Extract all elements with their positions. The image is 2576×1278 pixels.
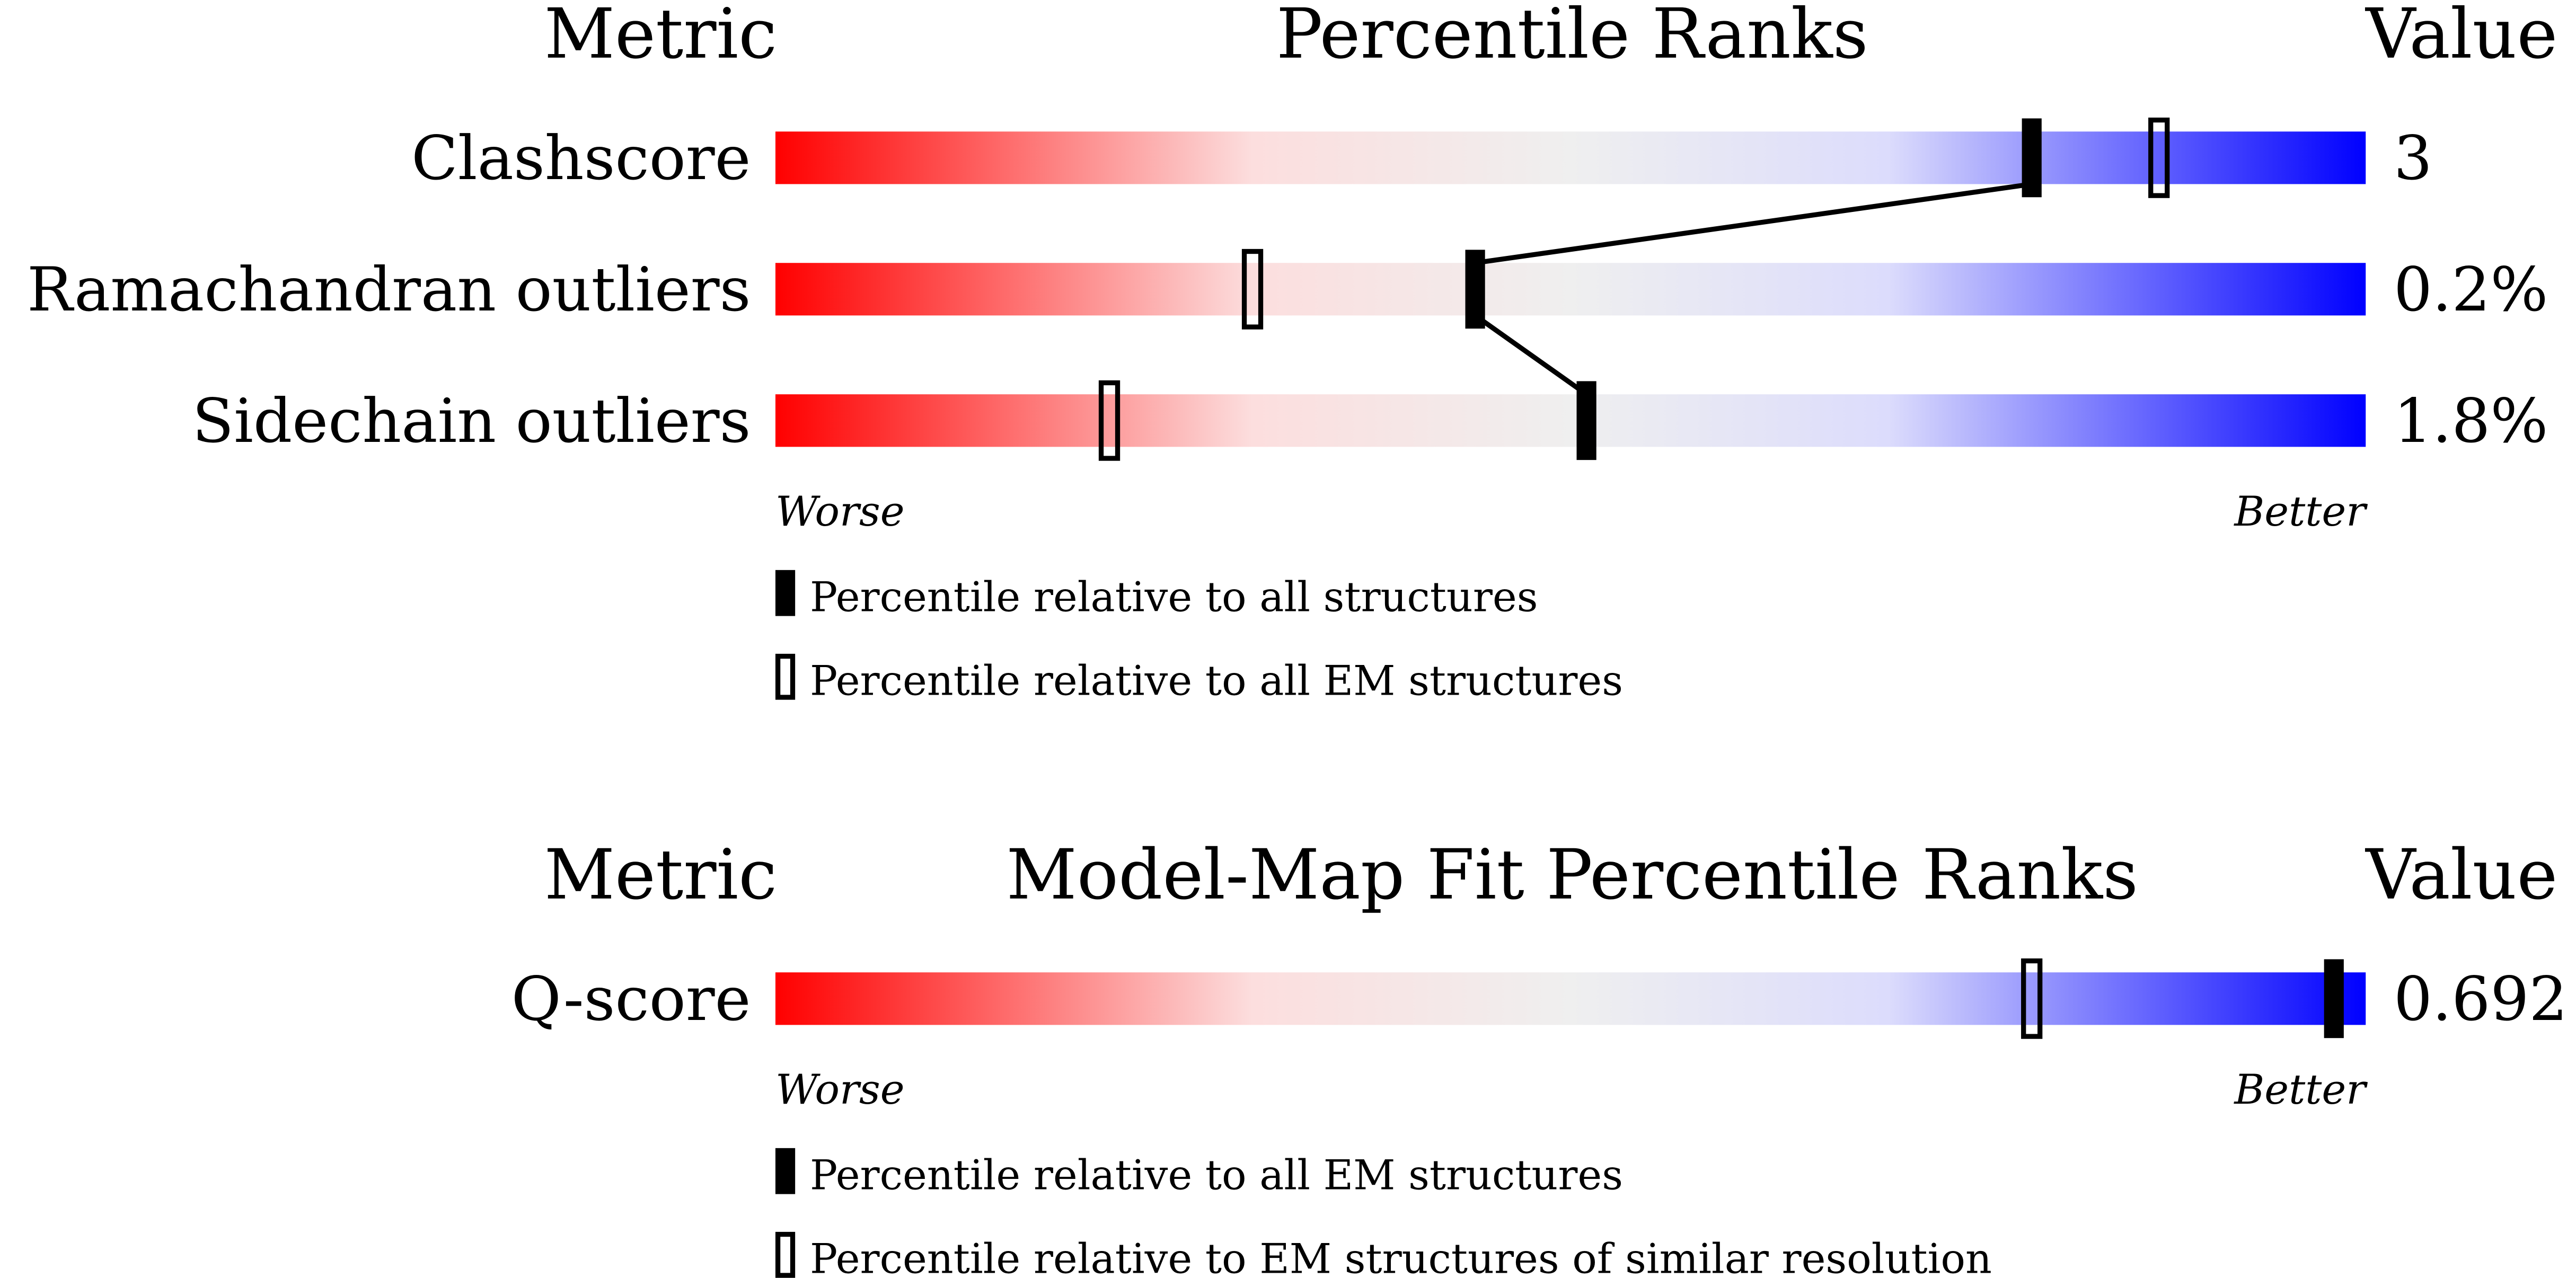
header-metric: Metric <box>544 835 777 915</box>
legend-label: Percentile relative to all EM structures <box>810 657 1623 705</box>
header-title: Percentile Ranks <box>1276 0 1868 74</box>
marker-open <box>2148 117 2170 198</box>
header-metric: Metric <box>544 0 777 74</box>
metric-value: 3 <box>2394 123 2432 194</box>
connector <box>1474 313 1588 396</box>
legend-label: Percentile relative to all structures <box>810 573 1538 621</box>
header-value: Value <box>2365 835 2557 915</box>
legend-icon-open <box>775 1231 796 1278</box>
metric-label: Q-score <box>511 964 751 1035</box>
legend-icon-filled <box>775 570 796 616</box>
slider-bar <box>775 131 2366 184</box>
metric-label: Sidechain outliers <box>192 386 751 457</box>
slider-bar <box>775 263 2366 316</box>
legend-label: Percentile relative to all EM structures <box>810 1151 1623 1199</box>
metric-value: 0.692 <box>2394 964 2568 1035</box>
header-title: Model-Map Fit Percentile Ranks <box>1006 835 2138 915</box>
marker-open <box>1241 248 1264 330</box>
metric-value: 1.8% <box>2394 386 2548 457</box>
marker-open <box>1098 380 1121 461</box>
marker-filled <box>2022 118 2042 198</box>
marker-filled <box>2324 959 2344 1039</box>
axis-label-better: Better <box>2233 488 2368 536</box>
axis-label-worse: Worse <box>775 488 905 536</box>
metric-label: Clashscore <box>411 123 751 194</box>
header-value: Value <box>2365 0 2557 74</box>
slider-bar <box>775 394 2366 447</box>
connector <box>1475 181 2032 265</box>
axis-label-worse: Worse <box>775 1066 905 1114</box>
metric-label: Ramachandran outliers <box>27 255 751 325</box>
marker-open <box>2021 958 2043 1039</box>
slider-bar <box>775 972 2366 1025</box>
legend-icon-filled <box>775 1148 796 1194</box>
legend-label: Percentile relative to EM structures of … <box>810 1235 1992 1278</box>
legend-icon-open <box>775 653 796 700</box>
marker-filled <box>1465 250 1485 329</box>
marker-filled <box>1576 381 1596 460</box>
axis-label-better: Better <box>2233 1066 2368 1114</box>
metric-value: 0.2% <box>2394 255 2548 325</box>
